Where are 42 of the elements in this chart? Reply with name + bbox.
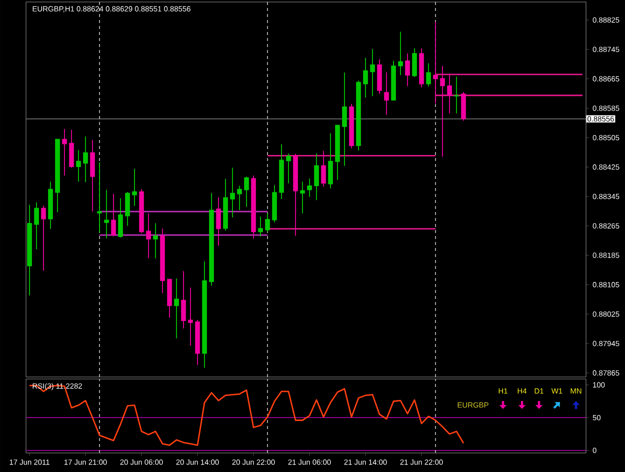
- candlestick: [370, 48, 375, 97]
- candlestick: [384, 72, 389, 116]
- candlestick: [230, 167, 235, 218]
- candlestick: [433, 21, 438, 104]
- candlestick: [314, 153, 319, 201]
- candlestick: [216, 196, 221, 246]
- candlestick: [69, 129, 74, 168]
- candlestick: [125, 192, 130, 226]
- candlestick: [174, 278, 179, 339]
- candlestick: [146, 212, 151, 259]
- candlestick: [97, 162, 102, 234]
- candlestick: [111, 193, 116, 237]
- candlestick: [412, 48, 417, 78]
- candlestick: [321, 150, 326, 187]
- candlestick: [153, 222, 158, 259]
- candlestick: [342, 72, 347, 166]
- candlestick: [76, 150, 81, 182]
- candlestick: [405, 53, 410, 87]
- candlestick: [62, 128, 67, 176]
- candlestick: [286, 153, 291, 184]
- candlestick: [188, 287, 193, 346]
- candlestick: [398, 31, 403, 76]
- candlestick: [440, 66, 445, 158]
- candlestick: [363, 57, 368, 98]
- candlestick: [426, 62, 431, 87]
- candlestick: [118, 198, 123, 238]
- candlestick: [258, 216, 263, 237]
- candlestick: [34, 202, 39, 250]
- candlestick: [454, 76, 459, 114]
- candlestick: [447, 74, 452, 114]
- candlestick: [328, 132, 333, 189]
- candlestick: [41, 205, 46, 272]
- candlestick: [181, 270, 186, 329]
- candlestick: [244, 176, 249, 208]
- candlestick: [83, 136, 88, 183]
- candlestick: [237, 185, 242, 211]
- candlestick: [132, 168, 137, 206]
- candlestick: [265, 212, 270, 232]
- candlestick: [307, 178, 312, 198]
- candlestick: [104, 189, 109, 239]
- candlestick: [300, 181, 305, 214]
- candlestick: [90, 139, 95, 212]
